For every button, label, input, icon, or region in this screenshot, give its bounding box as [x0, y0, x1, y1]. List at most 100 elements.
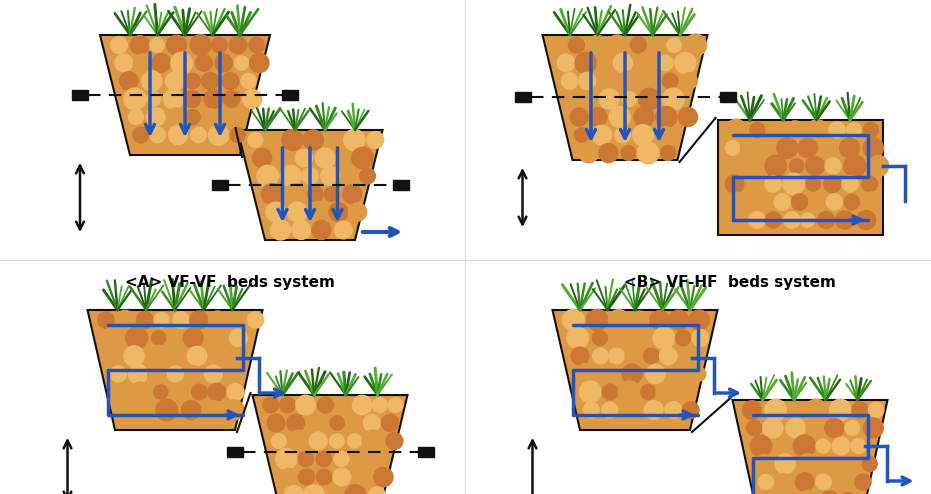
Circle shape	[299, 469, 315, 485]
Circle shape	[118, 403, 134, 417]
Circle shape	[367, 131, 384, 148]
Circle shape	[298, 452, 314, 466]
Polygon shape	[100, 35, 270, 155]
Circle shape	[329, 203, 347, 221]
Circle shape	[359, 168, 375, 184]
Circle shape	[248, 132, 263, 147]
Circle shape	[316, 148, 335, 168]
Circle shape	[210, 347, 228, 365]
Circle shape	[205, 401, 223, 419]
Circle shape	[598, 56, 612, 70]
Circle shape	[142, 71, 162, 91]
Circle shape	[201, 73, 219, 89]
Circle shape	[224, 400, 244, 420]
Circle shape	[288, 430, 309, 452]
Circle shape	[324, 187, 339, 201]
Circle shape	[196, 55, 212, 71]
Circle shape	[575, 52, 596, 74]
Circle shape	[330, 434, 344, 448]
Circle shape	[187, 346, 207, 366]
Circle shape	[579, 143, 599, 163]
Circle shape	[656, 126, 674, 144]
Circle shape	[851, 439, 866, 453]
Circle shape	[793, 435, 816, 457]
Circle shape	[862, 456, 877, 471]
Circle shape	[765, 212, 781, 228]
Circle shape	[631, 329, 649, 347]
Circle shape	[229, 36, 247, 54]
Circle shape	[825, 158, 841, 174]
Circle shape	[692, 329, 708, 346]
Circle shape	[154, 385, 168, 399]
Circle shape	[784, 212, 800, 228]
Polygon shape	[543, 35, 708, 160]
Circle shape	[657, 55, 673, 71]
Circle shape	[130, 36, 149, 54]
Circle shape	[600, 364, 621, 384]
Polygon shape	[552, 310, 718, 430]
Circle shape	[637, 142, 659, 164]
Circle shape	[166, 72, 184, 90]
Circle shape	[229, 313, 244, 328]
Circle shape	[861, 192, 881, 212]
Circle shape	[184, 73, 200, 89]
Circle shape	[655, 106, 677, 127]
Circle shape	[634, 107, 654, 127]
Circle shape	[587, 36, 607, 55]
Circle shape	[146, 108, 165, 126]
Circle shape	[817, 211, 835, 229]
Circle shape	[776, 437, 792, 454]
Circle shape	[765, 176, 781, 192]
Circle shape	[633, 124, 654, 145]
Circle shape	[567, 327, 588, 349]
Bar	[515, 92, 531, 102]
Circle shape	[725, 159, 740, 173]
Circle shape	[150, 38, 164, 52]
Bar	[211, 180, 227, 190]
Circle shape	[101, 327, 124, 349]
Circle shape	[128, 365, 148, 384]
Circle shape	[768, 122, 785, 138]
Circle shape	[288, 202, 307, 222]
Circle shape	[654, 327, 675, 349]
Circle shape	[152, 53, 170, 73]
Circle shape	[388, 398, 403, 412]
Circle shape	[599, 143, 618, 163]
Circle shape	[276, 449, 297, 470]
Circle shape	[171, 52, 193, 74]
Text: <A> VF-VF  beds system: <A> VF-VF beds system	[125, 275, 335, 290]
Circle shape	[348, 203, 367, 221]
Circle shape	[250, 38, 264, 52]
Circle shape	[106, 348, 121, 364]
Circle shape	[749, 211, 765, 228]
Circle shape	[170, 382, 189, 402]
Circle shape	[679, 108, 697, 126]
Circle shape	[607, 35, 627, 55]
Circle shape	[582, 91, 599, 107]
Circle shape	[744, 158, 762, 174]
Circle shape	[223, 109, 238, 125]
Circle shape	[668, 310, 688, 330]
Circle shape	[614, 53, 632, 73]
Circle shape	[183, 90, 200, 107]
Circle shape	[827, 194, 843, 210]
Circle shape	[267, 414, 285, 432]
Circle shape	[192, 384, 208, 400]
Circle shape	[362, 430, 384, 452]
Circle shape	[345, 485, 366, 494]
Bar	[417, 447, 434, 457]
Circle shape	[335, 398, 350, 412]
Circle shape	[280, 397, 295, 412]
Circle shape	[150, 127, 166, 143]
Bar	[720, 92, 735, 102]
Circle shape	[692, 367, 706, 381]
Circle shape	[115, 385, 128, 399]
Circle shape	[592, 125, 612, 145]
Circle shape	[374, 452, 389, 466]
Circle shape	[115, 310, 135, 329]
Circle shape	[868, 156, 888, 176]
Circle shape	[243, 89, 262, 109]
Circle shape	[786, 418, 805, 438]
Circle shape	[347, 434, 362, 448]
Polygon shape	[252, 395, 408, 494]
